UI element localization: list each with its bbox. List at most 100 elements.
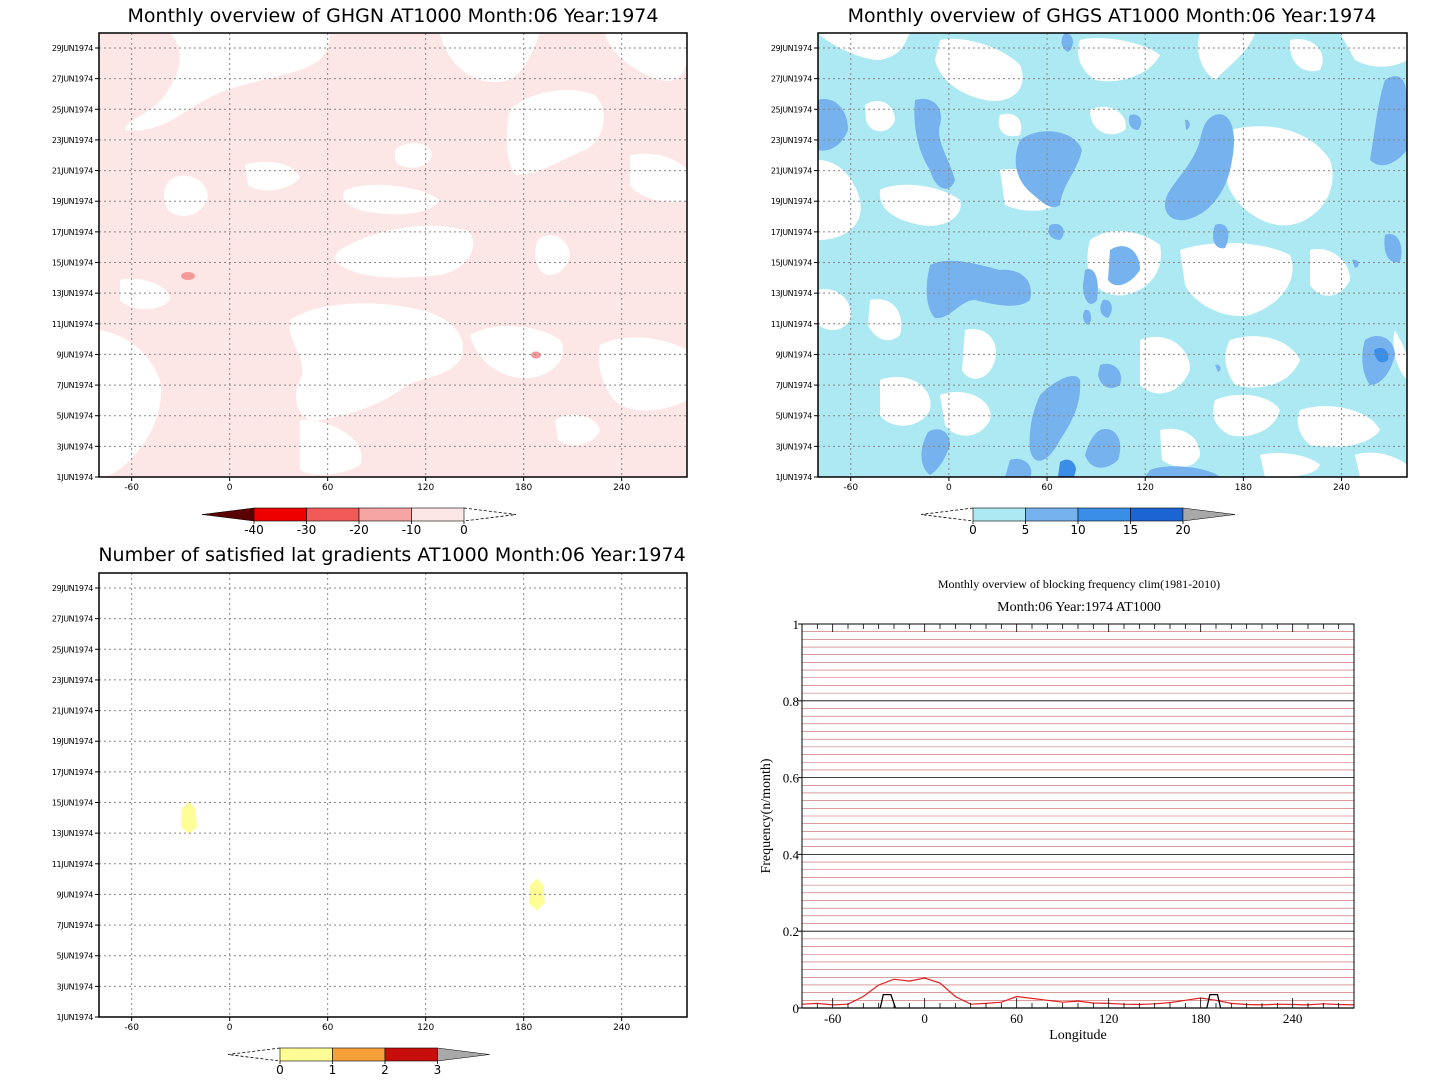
freq-xtick-label: 180 [1191,1011,1211,1026]
ghgs-ytick-label: 15JUN1974 [771,259,812,268]
freq-plot-area: 0 0.2 0.4 0.6 0.8 1 -60 0 60 120 180 240 [783,617,1355,1026]
ghgn-white-regions [99,33,687,477]
ghgn-ytick-label: 23JUN1974 [52,136,93,145]
ghgn-ytick-label: 7JUN1974 [57,381,94,390]
ghgn-plot-area: -60 0 60 120 180 240 29JUN1974 27JUN1974 25JUN19… [52,32,688,493]
ghgs-ytick-label: 25JUN1974 [771,105,812,114]
ghgs-cbar-label: 20 [1175,523,1190,537]
ghgs-level10 [818,33,1407,477]
freq-ytick-label: 1 [793,617,800,632]
ghgs-xtick-label: 120 [1137,483,1154,493]
lat-xtick-label: 180 [515,1023,532,1033]
freq-xtick-label: 120 [1099,1011,1119,1026]
lat-panel: Number of satisfied lat gradients AT1000… [52,544,688,1077]
ghgn-cbar-swatch [253,507,307,522]
ghgn-cbar-label: -40 [244,523,264,537]
ghgn-axes: -60 0 60 120 180 240 29JUN1974 27JUN1974 25JUN19… [52,44,631,493]
lat-ytick-label: 1JUN1974 [57,1013,94,1022]
freq-ytick-label: 0.8 [783,694,799,709]
ghgn-xtick-label: 240 [613,483,630,493]
ghgs-plot-area: -60 0 60 120 180 240 29JUN1974 27JUN1974 25JUN19… [771,32,1408,493]
ghgn-panel: Monthly overview of GHGN AT1000 Month:06… [52,5,688,537]
ghgn-ytick-label: 19JUN1974 [52,197,93,206]
lat-ytick-label: 15JUN1974 [52,799,93,808]
ghgn-cbar-label: -30 [297,523,317,537]
ghgn-cbar-swatch [411,507,465,522]
ghgs-axes: -60 0 60 120 180 240 29JUN1974 27JUN1974 25JUN19… [771,44,1351,493]
lat-plot-area: -60 0 60 120 180 240 29JUN1974 27JUN1974 25JUN19… [52,572,688,1033]
lat-cbar-arrow-right [437,1047,490,1062]
ghgn-xtick-label: 120 [417,483,434,493]
ghgs-cbar-swatch [1025,507,1079,522]
freq-xtick-label: 0 [921,1011,928,1026]
lat-xtick-label: -60 [124,1023,139,1033]
freq-panel: Monthly overview of blocking frequency c… [759,577,1355,1043]
lat-ytick-label: 25JUN1974 [52,645,93,654]
freq-axes: 0 0.2 0.4 0.6 0.8 1 -60 0 60 120 180 240 [783,617,1355,1026]
ghgn-ytick-label: 3JUN1974 [57,442,94,451]
ghgs-xtick-label: 60 [1041,483,1053,493]
lat-ytick-label: 29JUN1974 [52,584,93,593]
ghgn-ytick-label: 15JUN1974 [52,259,93,268]
lat-cbar-label: 2 [381,1063,389,1077]
ghgs-ytick-label: 7JUN1974 [776,381,813,390]
lat-ytick-label: 17JUN1974 [52,768,93,777]
lat-cbar-swatch [279,1047,333,1062]
lat-ytick-label: 21JUN1974 [52,707,93,716]
ghgs-xtick-label: 180 [1235,483,1252,493]
lat-cbar-label: 3 [434,1063,442,1077]
ghgs-level15 [1058,348,1389,477]
lat-ytick-label: 9JUN1974 [57,890,94,899]
ghgn-cbar-swatch [358,507,412,522]
ghgs-xtick-label: 0 [946,483,952,493]
lat-cbar-arrow-left [227,1047,281,1062]
ghgn-title: Monthly overview of GHGN AT1000 Month:06… [128,5,659,27]
ghgs-white-regions [818,33,1407,477]
ghgn-frame [98,32,688,478]
lat-xtick-label: 60 [322,1023,334,1033]
ghgn-xtick-label: 60 [322,483,334,493]
lat-field-fill [99,573,687,1017]
freq-ytick-label: 0 [793,1001,800,1016]
freq-xlabel: Longitude [1049,1028,1107,1043]
freq-title: Monthly overview of blocking frequency c… [938,577,1220,591]
ghgs-frame [817,32,1408,478]
ghgs-cbar-swatch [1077,507,1131,522]
ghgs-ytick-label: 11JUN1974 [771,320,812,329]
ghgs-ytick-label: 9JUN1974 [776,350,813,359]
freq-xtick-label: 240 [1283,1011,1303,1026]
ghgn-ytick-label: 13JUN1974 [52,289,93,298]
freq-grid [802,631,1354,1001]
ghgn-xtick-label: -60 [124,483,139,493]
ghgn-grid [99,33,687,478]
lat-cell [180,801,197,834]
freq-ytick-label: 0.4 [783,847,800,862]
ghgs-cbar-label: 10 [1070,523,1085,537]
ghgs-ytick-label: 27JUN1974 [771,75,812,84]
ghgs-ytick-label: 3JUN1974 [776,442,813,451]
ghgn-xtick-label: 0 [227,483,233,493]
ghgs-ytick-label: 13JUN1974 [771,289,812,298]
lat-cells [180,801,545,911]
ghgn-ytick-label: 27JUN1974 [52,75,93,84]
ghgs-ytick-label: 29JUN1974 [771,44,812,53]
lat-ytick-label: 19JUN1974 [52,737,93,746]
lat-cell [528,878,545,911]
freq-xtick-label: -60 [824,1011,841,1026]
lat-xtick-label: 120 [417,1023,434,1033]
ghgn-cbar-label: -20 [349,523,369,537]
ghgn-cbar-swatch [306,507,360,522]
ghgn-ytick-label: 5JUN1974 [57,412,94,421]
lat-ytick-label: 13JUN1974 [52,829,93,838]
lat-cbar-label: 1 [329,1063,337,1077]
ghgs-cbar-label: 15 [1123,523,1138,537]
ghgn-ytick-label: 9JUN1974 [57,350,94,359]
ghgn-cbar-arrow-left [201,507,255,522]
ghgs-cbar-label: 5 [1022,523,1030,537]
ghgs-ytick-label: 19JUN1974 [771,197,812,206]
lat-xtick-label: 0 [227,1023,233,1033]
ghgs-cbar-swatch [972,507,1026,522]
ghgn-ytick-label: 17JUN1974 [52,228,93,237]
ghgs-panel: Monthly overview of GHGS AT1000 Month:06… [771,5,1408,537]
ghgs-xtick-label: -60 [843,483,858,493]
